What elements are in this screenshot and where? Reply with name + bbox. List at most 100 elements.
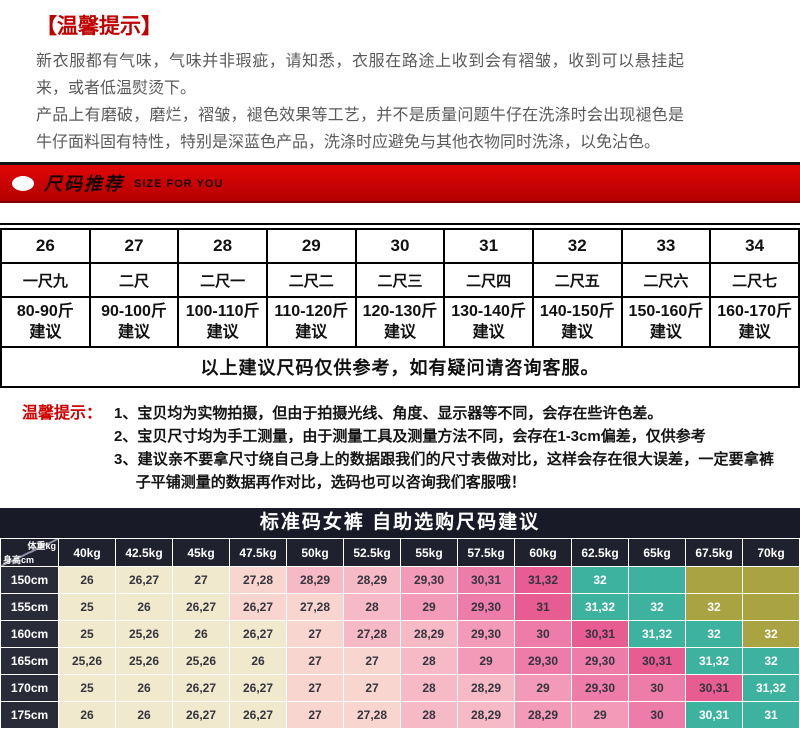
tip-paragraph-2: 产品上有磨破，磨烂，褶皱，褪色效果等工艺，并不是质量问题牛仔在洗涤时会出现褪色是… xyxy=(36,107,684,151)
size-value-cell: 28 xyxy=(400,647,458,675)
size-value-cell: 27,28 xyxy=(286,593,344,621)
size-value-cell: 27 xyxy=(286,620,344,648)
size-value-cell: 30,31 xyxy=(685,674,743,702)
size-chart-title: 标准码女裤 自助选购尺码建议 xyxy=(0,508,800,538)
suggest-label: 建议 xyxy=(561,324,594,341)
size-value-cell: 26,27 xyxy=(229,701,287,729)
size-value-cell: 29 xyxy=(514,674,572,702)
size-value-cell xyxy=(685,566,743,594)
chinese-size-cell: 二尺七 xyxy=(709,262,800,298)
size-value-cell: 28,29 xyxy=(457,674,515,702)
size-value-cell: 26 xyxy=(58,566,116,594)
size-value-cell: 29,30 xyxy=(400,566,458,594)
size-value-cell: 26,27 xyxy=(229,674,287,702)
corner-weight-label: 体重kg xyxy=(27,541,56,551)
chart-header-row: 体重kg 身高cm 40kg 42.5kg 45kg 47.5kg 50kg 52.5kg… xyxy=(0,538,800,567)
size-value-cell: 27 xyxy=(286,701,344,729)
size-number-cell: 32 xyxy=(531,225,623,264)
weight-range-label: 120-130斤 xyxy=(362,303,438,320)
chinese-size-cell: 二尺三 xyxy=(354,262,446,298)
mid-tips-list: 1、宝贝均为实物拍摄，但由于拍摄光线、角度、显示器等不同，会存在些许色差。 2、宝… xyxy=(114,402,774,494)
size-value-cell: 27 xyxy=(286,647,344,675)
weight-header-cell: 50kg xyxy=(286,538,344,567)
size-number-cell: 30 xyxy=(354,225,446,264)
chart-row: 175cm 26 26 26,27 26,27 27 27,28 28 28,29 28,29 29… xyxy=(0,701,800,729)
size-value-cell: 26,27 xyxy=(229,620,287,648)
weight-suggest-cell: 110-120斤 建议 xyxy=(265,296,357,348)
weight-header-cell: 70kg xyxy=(742,538,800,567)
size-value-cell: 28,29 xyxy=(514,701,572,729)
size-value-cell xyxy=(742,566,800,594)
size-value-cell: 28 xyxy=(400,701,458,729)
weight-header-cell: 60kg xyxy=(514,538,572,567)
size-value-cell: 27,28 xyxy=(343,620,401,648)
size-value-cell: 30 xyxy=(628,674,686,702)
size-value-cell xyxy=(742,593,800,621)
size-value-cell: 25 xyxy=(58,674,116,702)
suggest-label: 建议 xyxy=(295,324,328,341)
tip-item: 1、宝贝均为实物拍摄，但由于拍摄光线、角度、显示器等不同，会存在些许色差。 xyxy=(114,405,663,422)
size-value-cell: 26 xyxy=(172,620,230,648)
size-value-cell: 25,26 xyxy=(58,647,116,675)
size-recommend-table: 26 27 28 29 30 31 32 33 34 一尺九 二尺 二尺一 二尺二 二尺三 二尺四 二尺五二… xyxy=(0,223,800,388)
chart-row: 155cm 25 26 26,27 26,27 27,28 28 29 29,30 31 31,32… xyxy=(0,593,800,621)
weight-suggest-cell: 130-140斤 建议 xyxy=(443,296,534,348)
size-value-cell: 28,29 xyxy=(343,566,401,594)
suggest-label: 建议 xyxy=(738,324,771,341)
size-value-cell: 32 xyxy=(742,647,800,675)
size-value-cell: 30,31 xyxy=(628,647,686,675)
chinese-size-cell: 二尺一 xyxy=(177,262,268,298)
paw-icon xyxy=(12,175,34,191)
size-value-cell: 25 xyxy=(58,620,116,648)
weight-header-cell: 45kg xyxy=(172,538,230,567)
weight-suggest-cell: 80-90斤 建议 xyxy=(0,296,91,348)
size-value-cell xyxy=(628,566,686,594)
size-recommend-banner: 尺码推荐 SIZE FOR YOU xyxy=(0,162,800,203)
size-table-footer-note: 以上建议尺码仅供参考，如有疑问请咨询客服。 xyxy=(0,346,800,388)
height-header-cell: 165cm xyxy=(0,647,59,675)
size-value-cell: 28 xyxy=(400,674,458,702)
suggest-label: 建议 xyxy=(383,324,416,341)
size-value-cell: 25,26 xyxy=(115,620,173,648)
weight-header-cell: 65kg xyxy=(628,538,686,567)
weight-suggest-cell: 160-170斤 建议 xyxy=(709,296,800,348)
size-value-cell: 31,32 xyxy=(514,566,572,594)
weight-range-label: 150-160斤 xyxy=(628,303,704,320)
size-value-cell: 26 xyxy=(58,701,116,729)
size-value-cell: 28,29 xyxy=(400,620,458,648)
size-value-cell: 31,32 xyxy=(742,674,800,702)
size-number-cell: 33 xyxy=(620,225,712,264)
size-value-cell: 32 xyxy=(571,566,629,594)
size-value-cell: 32 xyxy=(628,593,686,621)
tip-item: 2、宝贝尺寸均为手工测量，由于测量工具及测量方法不同，会存在1-3cm偏差，仅供… xyxy=(114,428,706,445)
size-value-cell: 26 xyxy=(115,593,173,621)
size-value-cell: 25,26 xyxy=(172,647,230,675)
weight-header-cell: 52.5kg xyxy=(343,538,401,567)
size-value-cell: 26 xyxy=(115,674,173,702)
size-value-cell: 26,27 xyxy=(172,674,230,702)
weight-range-label: 160-170斤 xyxy=(717,303,792,320)
size-value-cell: 32 xyxy=(685,620,743,648)
height-header-cell: 155cm xyxy=(0,593,59,621)
weight-suggest-cell: 100-110斤 建议 xyxy=(177,296,268,348)
size-value-cell: 27 xyxy=(343,647,401,675)
chinese-size-row: 一尺九 二尺 二尺一 二尺二 二尺三 二尺四 二尺五 二尺六 二尺七 xyxy=(0,262,800,298)
size-number-cell: 26 xyxy=(0,225,91,264)
size-value-cell: 29 xyxy=(400,593,458,621)
weight-suggest-cell: 140-150斤 建议 xyxy=(531,296,623,348)
weight-range-label: 140-150斤 xyxy=(539,303,615,320)
size-value-cell: 29,30 xyxy=(457,593,515,621)
size-value-cell: 29 xyxy=(571,701,629,729)
weight-suggest-cell: 90-100斤 建议 xyxy=(88,296,180,348)
suggest-label: 建议 xyxy=(472,324,505,341)
suggest-label: 建议 xyxy=(206,324,239,341)
size-value-cell: 26 xyxy=(229,647,287,675)
size-number-cell: 34 xyxy=(709,225,800,264)
weight-range-label: 110-120斤 xyxy=(274,303,349,320)
chart-row: 170cm 25 26 26,27 26,27 27 27 28 28,29 29 29,30 30 3… xyxy=(0,674,800,702)
size-chart-table: 体重kg 身高cm 40kg 42.5kg 45kg 47.5kg 50kg 52.5kg… xyxy=(0,538,800,729)
weight-header-cell: 42.5kg xyxy=(115,538,173,567)
chart-row: 165cm 25,26 25,26 25,26 26 27 27 28 29 29,30 29,30… xyxy=(0,647,800,675)
size-value-cell: 27 xyxy=(172,566,230,594)
weight-suggest-cell: 150-160斤 建议 xyxy=(620,296,712,348)
